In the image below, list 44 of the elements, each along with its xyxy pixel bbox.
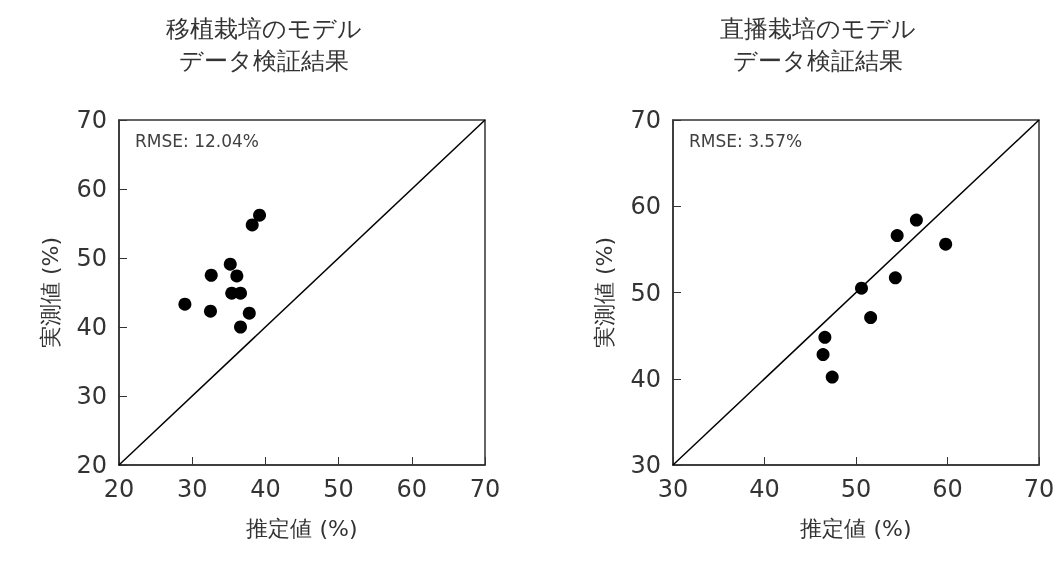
point bbox=[253, 208, 267, 222]
x-tick-label: 70 bbox=[1023, 475, 1055, 503]
y-axis-title: 実測値 (%) bbox=[591, 236, 617, 349]
chart-title: 移植栽培のモデルデータ検証結果 bbox=[166, 15, 362, 75]
x-axis-title: 推定値 (%) bbox=[246, 515, 358, 541]
point bbox=[230, 269, 244, 283]
x-tick-label: 50 bbox=[323, 475, 354, 503]
point bbox=[864, 311, 878, 325]
x-tick-label: 60 bbox=[932, 475, 963, 503]
point bbox=[178, 297, 192, 311]
annotation: RMSE: 3.57% bbox=[689, 130, 803, 151]
point bbox=[818, 330, 832, 344]
x-tick-label: 60 bbox=[396, 475, 428, 503]
x-tick-label: 70 bbox=[469, 475, 501, 503]
y-tick-label: 70 bbox=[630, 106, 661, 134]
y-tick-label: 50 bbox=[630, 278, 661, 307]
point bbox=[888, 271, 902, 285]
x-axis-title: 推定値 (%) bbox=[800, 515, 912, 541]
point bbox=[204, 304, 217, 318]
y-tick-label: 40 bbox=[76, 313, 107, 341]
y-tick-label: 40 bbox=[630, 364, 661, 393]
y-tick-label: 50 bbox=[76, 244, 107, 272]
point bbox=[816, 348, 830, 362]
point bbox=[234, 320, 248, 334]
y-axis-title: 実測値 (%) bbox=[37, 236, 63, 349]
point bbox=[939, 237, 953, 251]
point bbox=[825, 370, 839, 384]
annotation: RMSE: 12.04% bbox=[135, 130, 259, 151]
point bbox=[242, 306, 256, 320]
point bbox=[890, 229, 904, 243]
point bbox=[204, 268, 218, 282]
y-tick-label: 60 bbox=[76, 175, 107, 203]
y-tick-label: 60 bbox=[630, 192, 661, 221]
point bbox=[909, 213, 923, 227]
y-tick-label: 30 bbox=[76, 382, 107, 410]
x-tick-label: 30 bbox=[176, 475, 208, 503]
point bbox=[223, 257, 237, 271]
point bbox=[234, 286, 248, 300]
x-tick-label: 40 bbox=[749, 475, 780, 503]
chart-title: 直播栽培のモデルデータ検証結果 bbox=[720, 15, 916, 75]
y-tick-label: 70 bbox=[76, 106, 107, 134]
x-tick-label: 50 bbox=[840, 475, 872, 503]
x-tick-label: 40 bbox=[250, 475, 281, 503]
point bbox=[245, 218, 259, 232]
